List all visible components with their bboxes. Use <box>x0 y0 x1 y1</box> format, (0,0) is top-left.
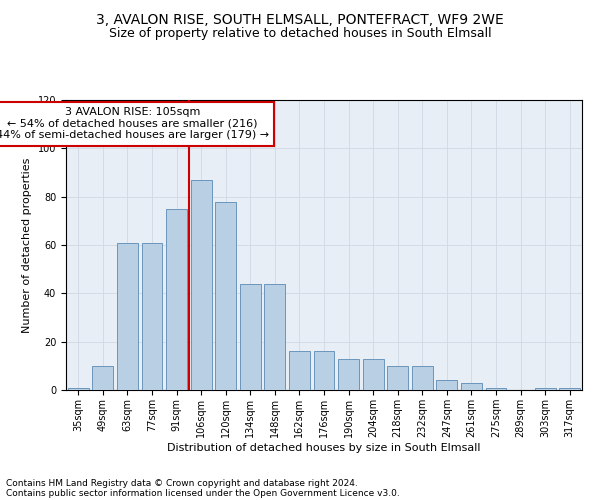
Bar <box>166 209 187 390</box>
Bar <box>68 388 89 390</box>
Bar <box>461 383 482 390</box>
Bar <box>92 366 113 390</box>
Bar <box>240 284 261 390</box>
Bar <box>215 202 236 390</box>
X-axis label: Distribution of detached houses by size in South Elmsall: Distribution of detached houses by size … <box>167 442 481 452</box>
Bar <box>142 242 163 390</box>
Y-axis label: Number of detached properties: Number of detached properties <box>22 158 32 332</box>
Bar <box>191 180 212 390</box>
Bar <box>412 366 433 390</box>
Text: Contains HM Land Registry data © Crown copyright and database right 2024.: Contains HM Land Registry data © Crown c… <box>6 478 358 488</box>
Text: Contains public sector information licensed under the Open Government Licence v3: Contains public sector information licen… <box>6 488 400 498</box>
Text: Size of property relative to detached houses in South Elmsall: Size of property relative to detached ho… <box>109 28 491 40</box>
Bar <box>362 358 383 390</box>
Bar <box>535 388 556 390</box>
Bar <box>117 242 138 390</box>
Text: 3, AVALON RISE, SOUTH ELMSALL, PONTEFRACT, WF9 2WE: 3, AVALON RISE, SOUTH ELMSALL, PONTEFRAC… <box>96 12 504 26</box>
Bar <box>265 284 286 390</box>
Bar <box>338 358 359 390</box>
Text: 3 AVALON RISE: 105sqm
← 54% of detached houses are smaller (216)
44% of semi-det: 3 AVALON RISE: 105sqm ← 54% of detached … <box>0 108 269 140</box>
Bar <box>559 388 580 390</box>
Bar <box>485 388 506 390</box>
Bar <box>387 366 408 390</box>
Bar <box>314 352 334 390</box>
Bar <box>436 380 457 390</box>
Bar <box>289 352 310 390</box>
